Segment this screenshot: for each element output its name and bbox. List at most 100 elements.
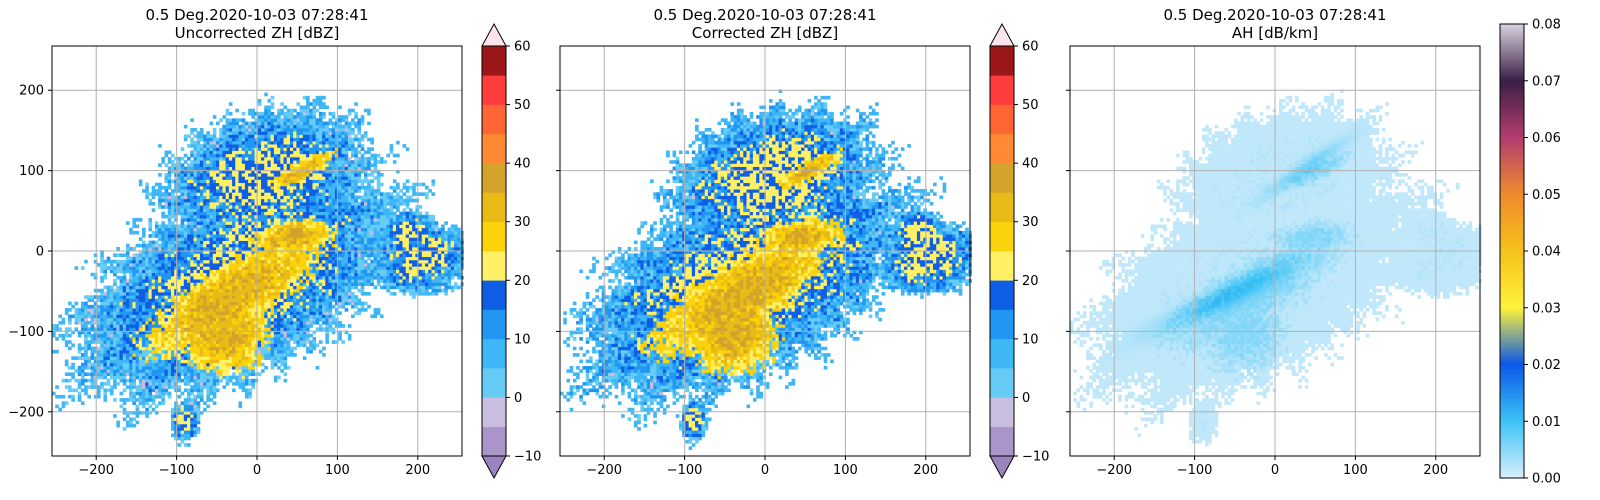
heatmap-cell bbox=[245, 318, 249, 322]
heatmap-cell bbox=[235, 324, 239, 328]
heatmap-cell bbox=[306, 241, 310, 245]
heatmap-cell bbox=[300, 218, 304, 222]
heatmap-cell bbox=[232, 134, 236, 138]
heatmap-cell bbox=[152, 395, 156, 399]
heatmap-cell bbox=[187, 395, 191, 399]
heatmap-cell bbox=[267, 343, 271, 347]
heatmap-cell bbox=[107, 324, 111, 328]
heatmap-cell bbox=[261, 356, 265, 360]
heatmap-cell bbox=[129, 260, 133, 264]
heatmap-cell bbox=[267, 286, 271, 290]
heatmap-cell bbox=[129, 347, 133, 351]
heatmap-cell bbox=[232, 318, 236, 322]
heatmap-cell bbox=[161, 260, 165, 264]
heatmap-cell bbox=[107, 363, 111, 367]
heatmap-cell bbox=[216, 372, 220, 376]
heatmap-cell bbox=[142, 289, 146, 293]
heatmap-cell bbox=[290, 273, 294, 277]
heatmap-cell bbox=[148, 199, 152, 203]
heatmap-cell bbox=[181, 205, 185, 209]
heatmap-cell bbox=[197, 244, 201, 248]
heatmap-cell bbox=[229, 266, 233, 270]
heatmap-cell bbox=[271, 302, 275, 306]
heatmap-cell bbox=[274, 160, 278, 164]
heatmap-cell bbox=[94, 350, 98, 354]
heatmap-cell bbox=[277, 234, 281, 238]
heatmap-cell bbox=[200, 266, 204, 270]
heatmap-cell bbox=[161, 340, 165, 344]
heatmap-cell bbox=[255, 334, 259, 338]
heatmap-cell bbox=[148, 379, 152, 383]
heatmap-cell bbox=[309, 343, 313, 347]
heatmap-cell bbox=[239, 221, 243, 225]
heatmap-cell bbox=[235, 157, 239, 161]
heatmap-cell bbox=[255, 163, 259, 167]
heatmap-cell bbox=[296, 102, 300, 106]
heatmap-cell bbox=[168, 244, 172, 248]
heatmap-cell bbox=[303, 266, 307, 270]
heatmap-cell bbox=[274, 157, 278, 161]
heatmap-cell bbox=[226, 228, 230, 232]
heatmap-cell bbox=[126, 247, 130, 251]
heatmap-cell bbox=[264, 109, 268, 113]
heatmap-cell bbox=[290, 112, 294, 116]
heatmap-cell bbox=[155, 379, 159, 383]
heatmap-cell bbox=[171, 244, 175, 248]
heatmap-cell bbox=[267, 224, 271, 228]
heatmap-cell bbox=[216, 253, 220, 257]
heatmap-cell bbox=[303, 324, 307, 328]
heatmap-cell bbox=[136, 376, 140, 380]
heatmap-cell bbox=[242, 334, 246, 338]
heatmap-cell bbox=[200, 138, 204, 142]
heatmap-cell bbox=[161, 318, 165, 322]
heatmap-cell bbox=[239, 131, 243, 135]
heatmap-cell bbox=[210, 350, 214, 354]
heatmap-cell bbox=[142, 282, 146, 286]
heatmap-cell bbox=[290, 157, 294, 161]
heatmap-cell bbox=[174, 196, 178, 200]
heatmap-cell bbox=[145, 318, 149, 322]
heatmap-cell bbox=[206, 183, 210, 187]
heatmap-cell bbox=[251, 318, 255, 322]
heatmap-cell bbox=[136, 302, 140, 306]
heatmap-cell bbox=[129, 231, 133, 235]
heatmap-cell bbox=[190, 154, 194, 158]
heatmap-cell bbox=[229, 196, 233, 200]
heatmap-cell bbox=[203, 134, 207, 138]
heatmap-cell bbox=[229, 144, 233, 148]
heatmap-cell bbox=[97, 392, 101, 396]
heatmap-cell bbox=[158, 289, 162, 293]
heatmap-cell bbox=[235, 266, 239, 270]
heatmap-cell bbox=[251, 237, 255, 241]
heatmap-cell bbox=[261, 192, 265, 196]
heatmap-cell bbox=[145, 192, 149, 196]
heatmap-cell bbox=[132, 247, 136, 251]
heatmap-cell bbox=[158, 340, 162, 344]
heatmap-cell bbox=[132, 292, 136, 296]
heatmap-cell bbox=[287, 237, 291, 241]
heatmap-cell bbox=[110, 305, 114, 309]
heatmap-cell bbox=[193, 369, 197, 373]
heatmap-cell bbox=[306, 115, 310, 119]
heatmap-cell bbox=[271, 186, 275, 190]
heatmap-cell bbox=[132, 350, 136, 354]
heatmap-cell bbox=[303, 276, 307, 280]
heatmap-cell bbox=[229, 189, 233, 193]
heatmap-cell bbox=[171, 382, 175, 386]
heatmap-cell bbox=[251, 311, 255, 315]
heatmap-cell bbox=[184, 231, 188, 235]
heatmap-cell bbox=[171, 273, 175, 277]
heatmap-cell bbox=[226, 356, 230, 360]
heatmap-cell bbox=[213, 115, 217, 119]
heatmap-cell bbox=[132, 289, 136, 293]
heatmap-cell bbox=[219, 183, 223, 187]
heatmap-cell bbox=[152, 186, 156, 190]
heatmap-cell bbox=[300, 292, 304, 296]
heatmap-cell bbox=[187, 208, 191, 212]
heatmap-cell bbox=[280, 363, 284, 367]
heatmap-cell bbox=[110, 318, 114, 322]
heatmap-cell bbox=[91, 327, 95, 331]
heatmap-cell bbox=[226, 208, 230, 212]
heatmap-cell bbox=[126, 266, 130, 270]
heatmap-cell bbox=[181, 192, 185, 196]
